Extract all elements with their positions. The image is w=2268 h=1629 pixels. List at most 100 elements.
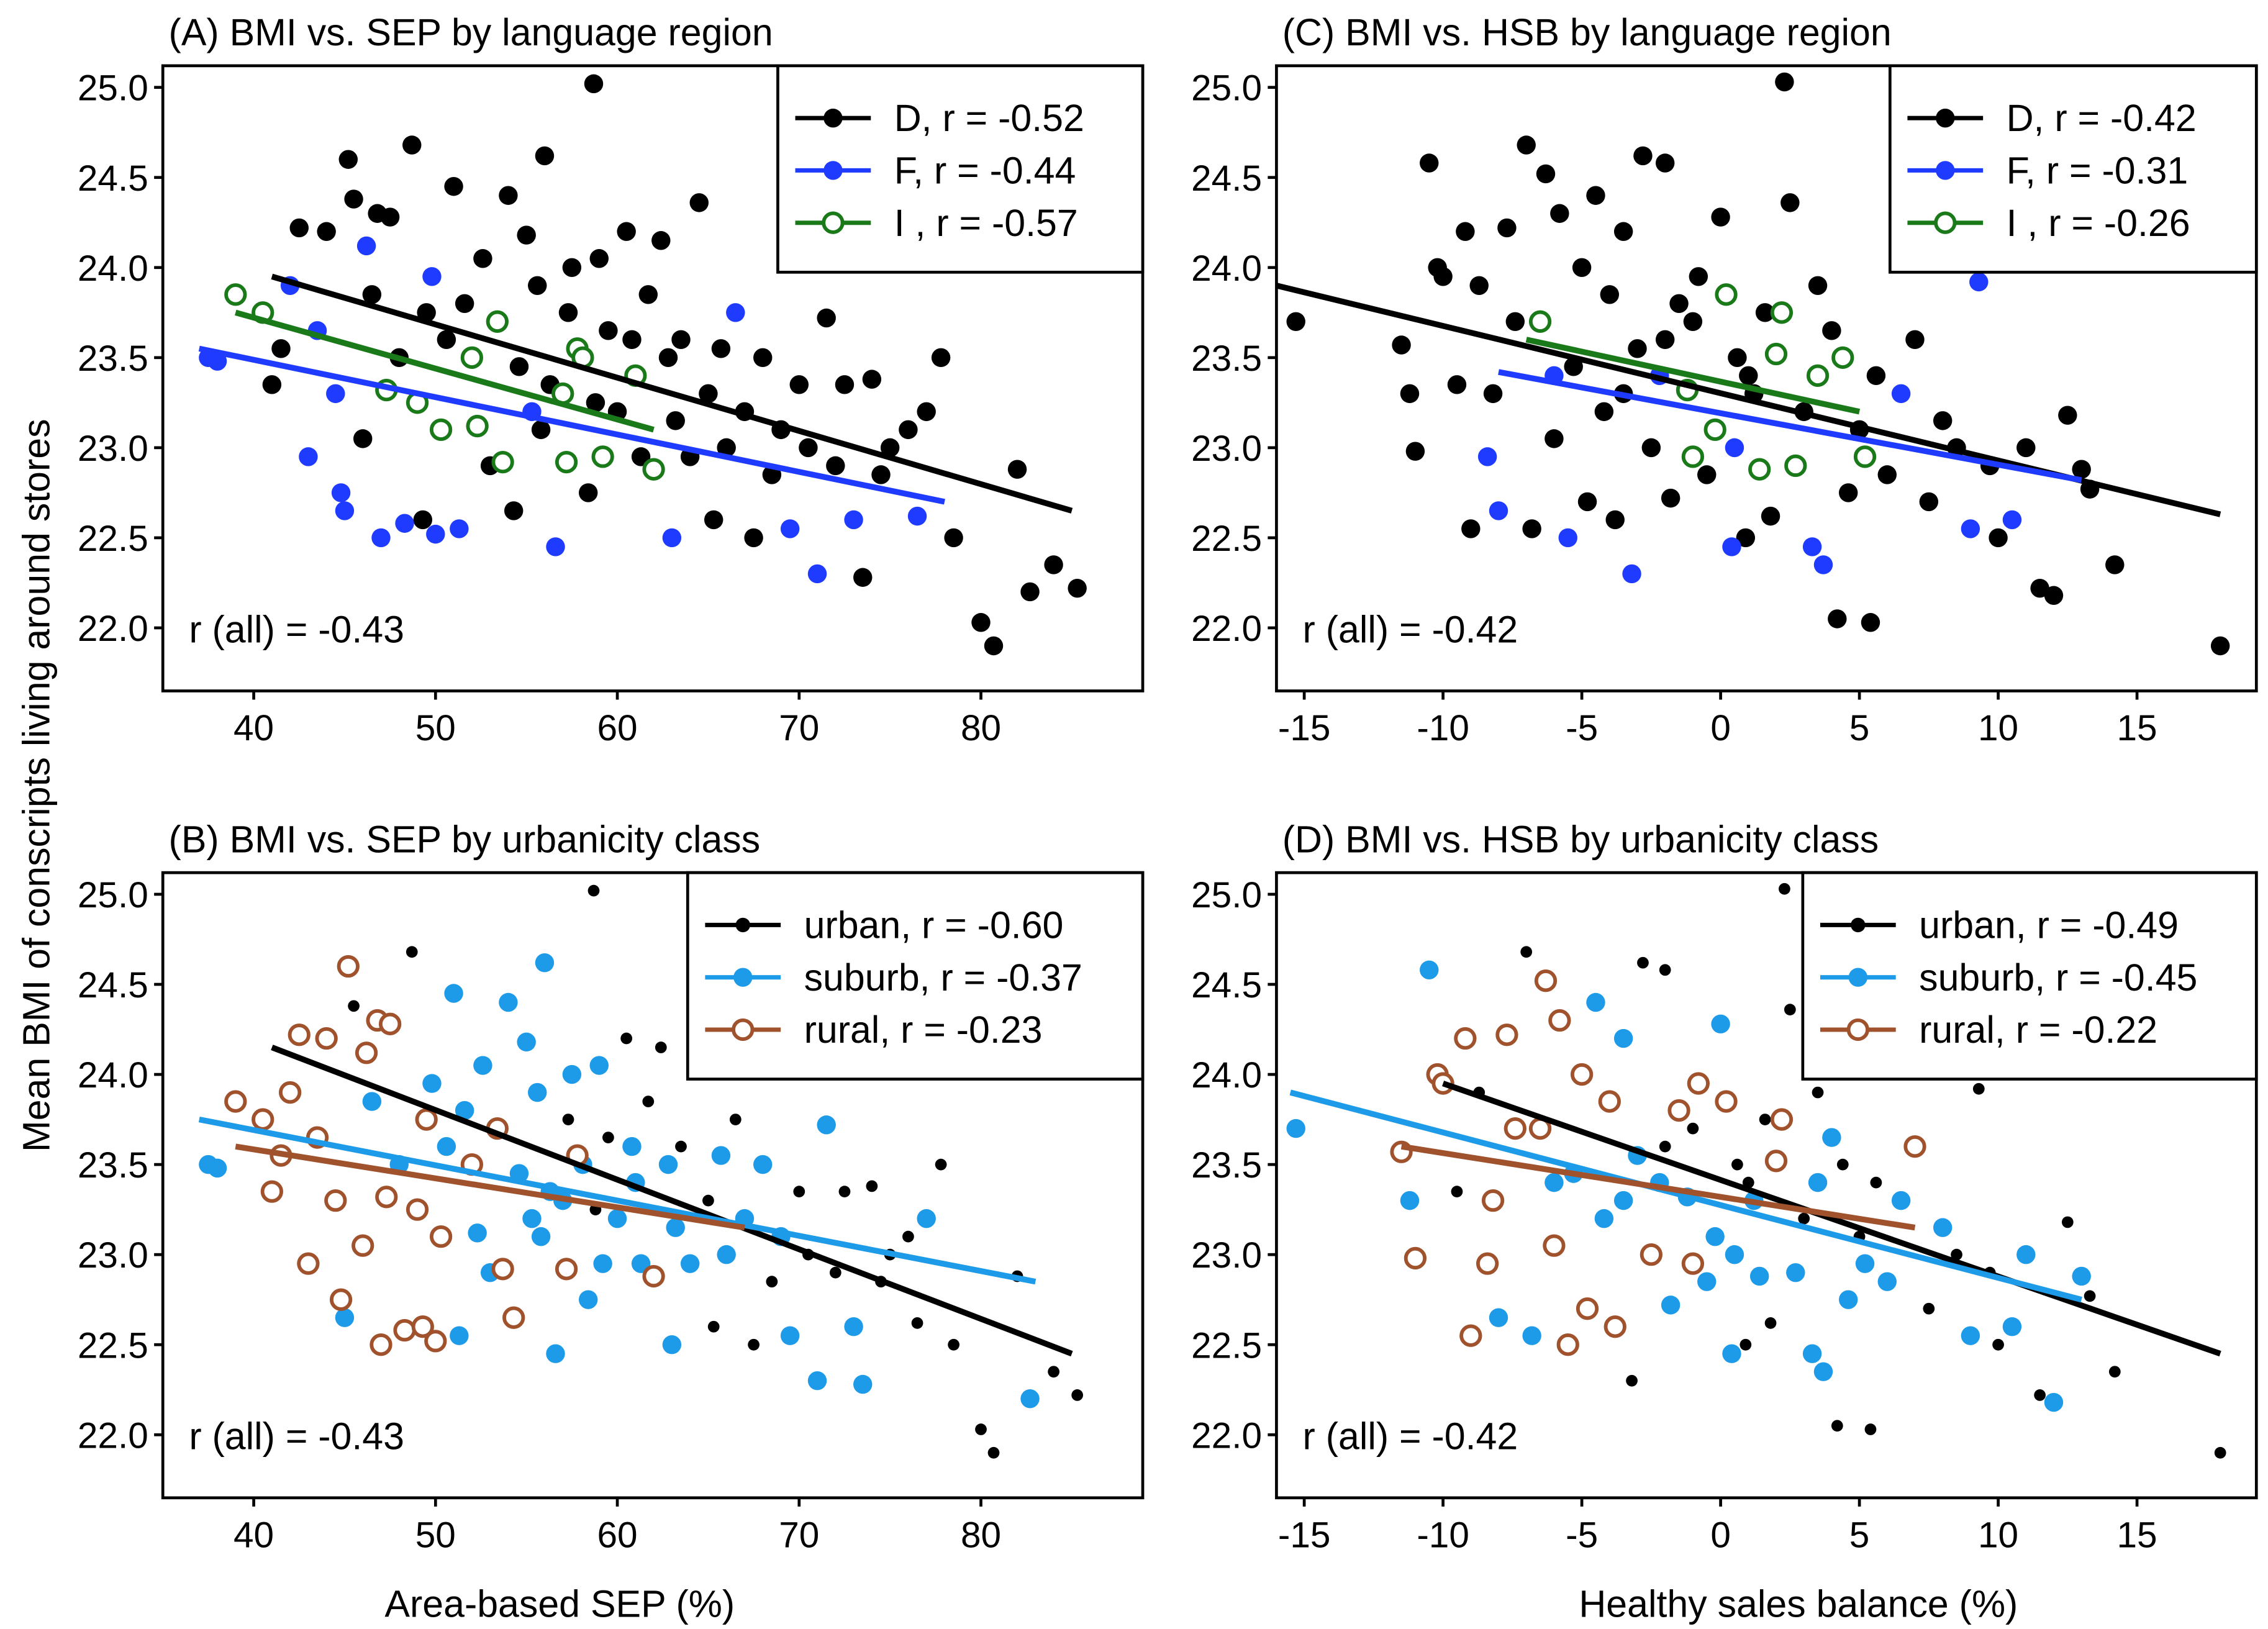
data-point-rural (1903, 1135, 1926, 1158)
data-point-urban (987, 1446, 1000, 1459)
data-point-suburb (753, 1155, 773, 1174)
panel-title: (A) BMI vs. SEP by language region (169, 11, 773, 53)
x-tick-label: 5 (1849, 708, 1870, 748)
data-point-F (395, 514, 414, 533)
data-point-rural (1715, 1090, 1738, 1113)
data-point-D (1739, 366, 1758, 386)
data-point-D (1007, 460, 1027, 479)
y-tick-label: 24.0 (78, 248, 148, 289)
data-point-D (1550, 204, 1569, 223)
data-point-D (1877, 465, 1897, 484)
data-point-D (444, 177, 463, 196)
legend-marker-suburb (733, 968, 753, 987)
r-all-label: r (all) = -0.43 (189, 1415, 404, 1458)
data-point-D (1736, 528, 1756, 548)
data-point-I (1748, 458, 1771, 481)
legend-marker-I (1934, 211, 1957, 234)
data-point-suburb (531, 1227, 551, 1246)
x-tick-label: -15 (1278, 1515, 1331, 1555)
data-point-D (531, 420, 551, 440)
panel-D: (D) BMI vs. HSB by urbanicity class 22.0 2… (1191, 818, 2258, 1555)
data-point-suburb (780, 1326, 800, 1345)
data-point-urban (1923, 1302, 1935, 1315)
legend: urban, r = -0.49 suburb, r = -0.45 rural, … (1801, 871, 2258, 1081)
legend-marker-I (822, 211, 845, 234)
data-point-suburb (658, 1155, 678, 1174)
data-point-urban (602, 1132, 614, 1143)
data-point-urban (1864, 1423, 1877, 1435)
data-point-rural (1681, 1252, 1705, 1275)
data-point-F (326, 384, 345, 404)
data-point-urban (707, 1320, 720, 1333)
legend-marker-suburb (1848, 968, 1868, 987)
data-point-urban (1637, 956, 1649, 969)
data-point-I (1681, 445, 1705, 468)
data-point-suburb (1697, 1272, 1717, 1291)
data-point-D (1461, 519, 1481, 538)
data-point-D (1536, 164, 1556, 184)
data-point-D (1628, 339, 1647, 358)
data-point-rural (1556, 1333, 1579, 1356)
data-point-suburb (1613, 1028, 1633, 1048)
data-point-suburb (473, 1056, 492, 1075)
data-point-rural (642, 1264, 665, 1288)
data-point-D (2210, 636, 2230, 656)
y-tick-label: 22.5 (78, 1325, 148, 1366)
data-point-D (699, 384, 718, 404)
panel-title: (D) BMI vs. HSB by urbanicity class (1282, 818, 1879, 860)
data-point-suburb (444, 984, 463, 1003)
y-tick-label: 25.0 (78, 68, 148, 109)
data-point-D (1020, 582, 1040, 602)
data-point-D (1669, 294, 1689, 314)
data-point-D (1822, 321, 1841, 340)
data-point-F (1802, 537, 1822, 556)
data-point-rural (1548, 1009, 1571, 1032)
data-point-D (1497, 218, 1517, 238)
data-point-rural (1603, 1315, 1626, 1338)
plot-frame (161, 64, 1145, 692)
data-point-urban (935, 1158, 947, 1171)
data-point-suburb (199, 1155, 218, 1174)
data-point-F (546, 537, 565, 556)
data-point-D (1661, 488, 1681, 508)
data-point-D (1600, 285, 1620, 304)
data-point-suburb (1877, 1272, 1897, 1291)
data-point-I (1703, 418, 1726, 442)
data-point-F (2002, 510, 2022, 530)
data-point-D (1522, 519, 1541, 538)
data-point-D (1469, 276, 1489, 296)
data-point-I (591, 445, 614, 468)
data-point-suburb (1286, 1119, 1305, 1138)
panel-C: (C) BMI vs. HSB by language region 22.0 22… (1191, 11, 2258, 748)
data-point-I (1528, 310, 1552, 333)
regression-line-urban (271, 1045, 1073, 1357)
data-point-D (1483, 384, 1503, 404)
data-point-rural (252, 1108, 274, 1131)
legend-marker-urban (735, 917, 750, 933)
legend-label-D: D, r = -0.52 (894, 97, 1084, 139)
data-point-urban (748, 1338, 760, 1351)
legend-label-F: F, r = -0.31 (2007, 149, 2189, 191)
regression-line-urban (1442, 1081, 2221, 1357)
data-point-D (1505, 312, 1525, 332)
data-point-D (1828, 609, 1847, 628)
y-tick-label: 24.5 (78, 158, 148, 199)
data-point-suburb (1725, 1245, 1744, 1264)
data-point-suburb (1661, 1295, 1681, 1315)
data-point-rural (278, 1081, 302, 1104)
data-point-D (2016, 438, 2036, 458)
data-point-F (371, 528, 391, 548)
points (199, 884, 1084, 1459)
x-tick-label: 70 (779, 1515, 819, 1555)
data-point-rural (1764, 1150, 1788, 1173)
data-point-urban (587, 884, 600, 897)
regression-line-suburb (198, 1116, 1036, 1285)
data-point-D (584, 74, 604, 94)
data-point-D (1728, 348, 1747, 368)
data-point-I (1770, 301, 1794, 324)
legend-label-suburb: suburb, r = -0.37 (804, 956, 1082, 999)
data-point-suburb (468, 1223, 487, 1243)
data-point-rural (1459, 1324, 1482, 1347)
data-point-D (1775, 72, 1794, 92)
data-point-suburb (1749, 1266, 1769, 1286)
